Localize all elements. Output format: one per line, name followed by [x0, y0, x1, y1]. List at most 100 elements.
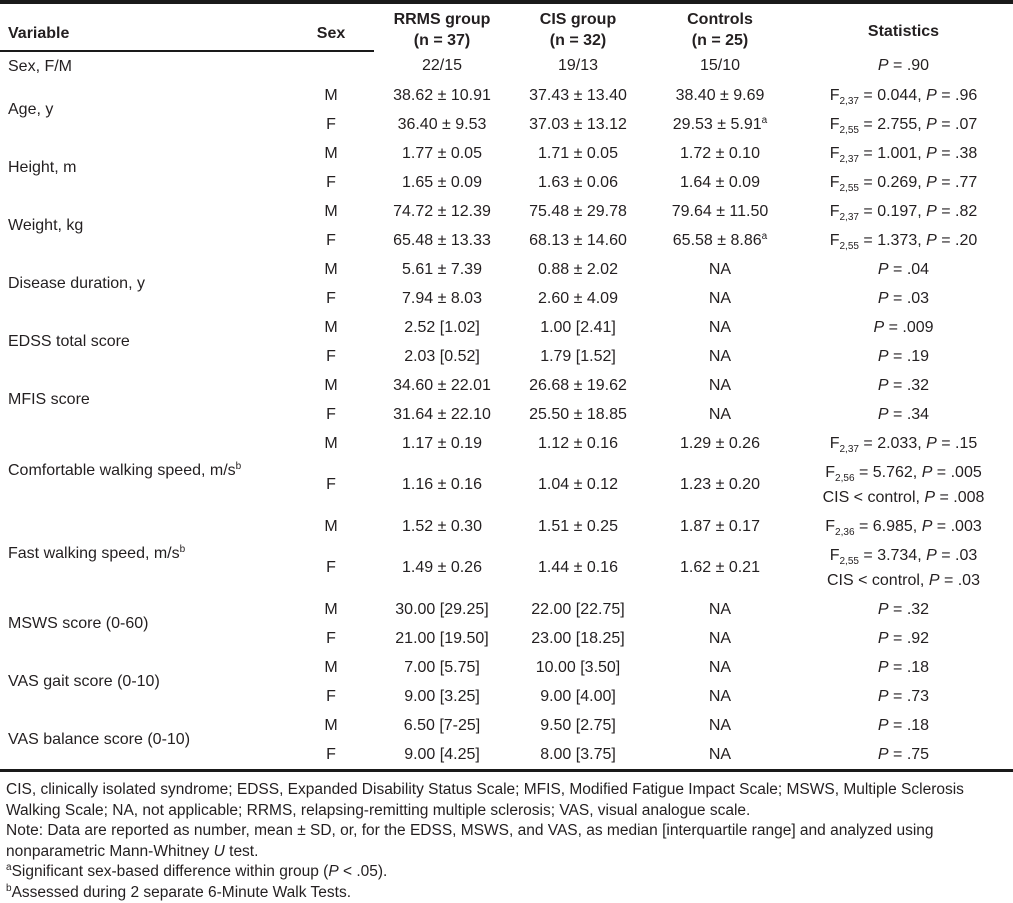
statistics-line: CIS < control, P = .008: [794, 485, 1013, 510]
cell-rrms-value: 38.62 ± 10.91: [374, 81, 510, 110]
statistics-line: P = .19: [794, 343, 1013, 371]
column-header-rrms-group: RRMS group (n = 37): [374, 2, 510, 51]
cell-cis-value: 75.48 ± 29.78: [510, 197, 646, 226]
footnote-line: nonparametric Mann-Whitney U test.: [6, 842, 1009, 863]
cell-sex: [288, 51, 374, 81]
footnote-line: bAssessed during 2 separate 6-Minute Wal…: [6, 883, 1009, 903]
cell-variable: VAS balance score (0-10): [0, 711, 288, 771]
cell-sex: M: [288, 139, 374, 168]
cell-controls-value: NA: [646, 313, 794, 342]
cell-controls-value: 1.29 ± 0.26: [646, 429, 794, 458]
statistics-line: P = .34: [794, 401, 1013, 429]
cell-variable: Weight, kg: [0, 197, 288, 255]
cell-statistics: F2,37 = 2.033, P = .15: [794, 429, 1013, 458]
cell-cis-value: 10.00 [3.50]: [510, 653, 646, 682]
cell-statistics: F2,36 = 6.985, P = .003: [794, 512, 1013, 541]
cell-controls-value: NA: [646, 711, 794, 740]
cell-variable: MSWS score (0-60): [0, 595, 288, 653]
cell-cis-value: 68.13 ± 14.60: [510, 226, 646, 255]
cell-sex: F: [288, 110, 374, 139]
cell-cis-value: 1.00 [2.41]: [510, 313, 646, 342]
cell-variable: Age, y: [0, 81, 288, 139]
cell-statistics: P = .19: [794, 342, 1013, 371]
column-header-controls-group: Controls (n = 25): [646, 2, 794, 51]
rrms-group-label: RRMS group: [374, 9, 510, 30]
statistics-line: P = .92: [794, 625, 1013, 653]
cell-controls-value: 65.58 ± 8.86a: [646, 226, 794, 255]
cell-variable: EDSS total score: [0, 313, 288, 371]
cell-controls-value: NA: [646, 255, 794, 284]
cell-cis-value: 1.44 ± 0.16: [510, 541, 646, 595]
footnote-line: CIS, clinically isolated syndrome; EDSS,…: [6, 780, 1009, 801]
cell-rrms-value: 2.52 [1.02]: [374, 313, 510, 342]
footnote-line: aSignificant sex-based difference within…: [6, 862, 1009, 883]
cell-sex: M: [288, 81, 374, 110]
cell-statistics: P = .04: [794, 255, 1013, 284]
statistics-line: F2,56 = 5.762, P = .005: [794, 460, 1013, 485]
column-header-cis-group: CIS group (n = 32): [510, 2, 646, 51]
cell-controls-value: NA: [646, 400, 794, 429]
cell-statistics: P = .18: [794, 711, 1013, 740]
cell-controls-value: 1.87 ± 0.17: [646, 512, 794, 541]
cell-cis-value: 19/13: [510, 51, 646, 81]
cell-statistics: P = .73: [794, 682, 1013, 711]
cell-rrms-value: 7.00 [5.75]: [374, 653, 510, 682]
cell-rrms-value: 1.16 ± 0.16: [374, 458, 510, 512]
cell-rrms-value: 1.65 ± 0.09: [374, 168, 510, 197]
results-table: Variable Sex RRMS group (n = 37) CIS gro…: [0, 0, 1013, 772]
cell-statistics: F2,55 = 1.373, P = .20: [794, 226, 1013, 255]
cell-sex: M: [288, 711, 374, 740]
cell-sex: M: [288, 595, 374, 624]
column-header-statistics: Statistics: [794, 2, 1013, 51]
column-header-sex: Sex: [288, 2, 374, 51]
cell-statistics: F2,55 = 0.269, P = .77: [794, 168, 1013, 197]
column-header-variable: Variable: [0, 2, 288, 51]
cell-rrms-value: 1.77 ± 0.05: [374, 139, 510, 168]
statistics-line: F2,37 = 0.044, P = .96: [794, 82, 1013, 110]
cell-sex: M: [288, 255, 374, 284]
cell-controls-value: NA: [646, 653, 794, 682]
cell-sex: F: [288, 168, 374, 197]
cell-controls-value: NA: [646, 595, 794, 624]
cell-rrms-value: 22/15: [374, 51, 510, 81]
cell-variable: VAS gait score (0-10): [0, 653, 288, 711]
cell-cis-value: 37.03 ± 13.12: [510, 110, 646, 139]
statistics-line: P = .73: [794, 683, 1013, 711]
statistics-line: P = .75: [794, 741, 1013, 769]
cell-sex: F: [288, 740, 374, 771]
cell-cis-value: 25.50 ± 18.85: [510, 400, 646, 429]
statistics-line: P = .009: [794, 314, 1013, 342]
statistics-line: F2,55 = 1.373, P = .20: [794, 227, 1013, 255]
cell-controls-value: 38.40 ± 9.69: [646, 81, 794, 110]
cell-statistics: P = .34: [794, 400, 1013, 429]
cell-statistics: F2,37 = 0.044, P = .96: [794, 81, 1013, 110]
cell-controls-value: 1.62 ± 0.21: [646, 541, 794, 595]
cell-variable: Comfortable walking speed, m/sb: [0, 429, 288, 512]
rrms-group-n: (n = 37): [374, 30, 510, 51]
cell-controls-value: 29.53 ± 5.91a: [646, 110, 794, 139]
cell-controls-value: NA: [646, 342, 794, 371]
cell-rrms-value: 5.61 ± 7.39: [374, 255, 510, 284]
footnote-line: Walking Scale; NA, not applicable; RRMS,…: [6, 801, 1009, 822]
cell-controls-value: 1.23 ± 0.20: [646, 458, 794, 512]
cell-controls-value: NA: [646, 284, 794, 313]
cell-rrms-value: 65.48 ± 13.33: [374, 226, 510, 255]
controls-group-n: (n = 25): [646, 30, 794, 51]
cell-cis-value: 1.51 ± 0.25: [510, 512, 646, 541]
statistics-line: F2,55 = 2.755, P = .07: [794, 111, 1013, 139]
cell-variable: MFIS score: [0, 371, 288, 429]
cell-cis-value: 9.50 [2.75]: [510, 711, 646, 740]
statistics-line: F2,37 = 1.001, P = .38: [794, 140, 1013, 168]
